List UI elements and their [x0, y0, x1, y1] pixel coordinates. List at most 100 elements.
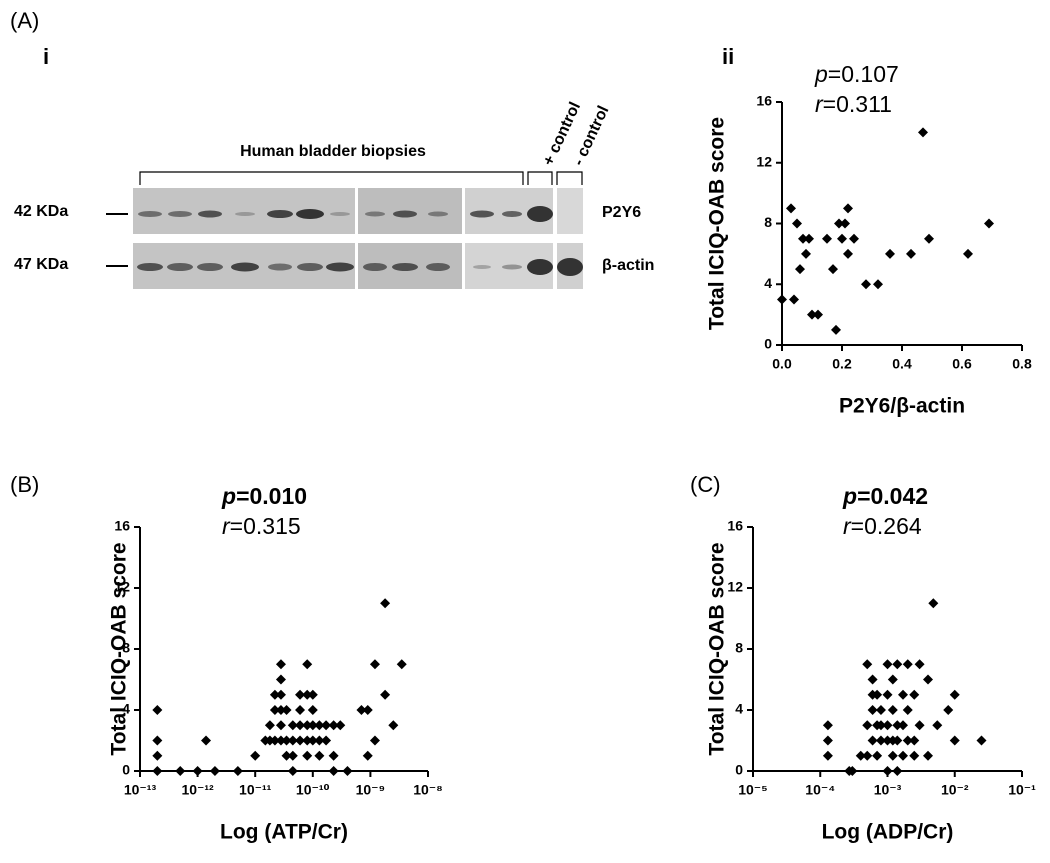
data-point [209, 766, 220, 776]
data-point [356, 705, 367, 715]
data-point [287, 735, 298, 746]
data-point [275, 720, 286, 731]
data-point [328, 766, 339, 776]
data-point [892, 766, 903, 776]
data-point [295, 720, 306, 731]
data-point [795, 264, 805, 275]
data-point [287, 750, 298, 761]
data-point [813, 309, 823, 320]
data-point [281, 750, 292, 761]
stat-symbol: p [842, 483, 857, 509]
data-point [882, 766, 893, 776]
data-point [906, 248, 916, 259]
data-point [342, 766, 353, 776]
y-tick-label: 0 [735, 762, 743, 778]
y-tick-label: 12 [114, 579, 130, 595]
data-point [909, 735, 920, 746]
data-point [875, 735, 886, 746]
stat-value: =0.107 [828, 61, 899, 87]
data-point [822, 750, 833, 761]
x-tick-label: 10⁻⁴ [805, 782, 835, 798]
data-point [232, 766, 243, 776]
data-point [307, 720, 318, 731]
data-point [275, 674, 286, 685]
stat-symbol: p [814, 61, 828, 87]
panel-label: (A) [10, 8, 39, 33]
y-tick-label: 0 [122, 762, 130, 778]
data-point [152, 766, 163, 776]
data-point [882, 735, 893, 746]
data-point [275, 659, 286, 670]
data-point [369, 659, 380, 670]
x-tick-label: 10⁻¹² [181, 782, 214, 798]
data-point [984, 218, 994, 229]
data-point [843, 203, 853, 214]
data-point [887, 705, 898, 715]
y-tick-label: 8 [735, 640, 743, 656]
data-point [302, 659, 313, 670]
x-tick-label: 10⁻⁵ [738, 782, 768, 798]
data-point [307, 689, 318, 700]
y-tick-label: 4 [735, 701, 743, 717]
data-point [892, 659, 903, 670]
data-point [831, 324, 841, 335]
data-point [862, 720, 873, 731]
data-point [328, 720, 339, 731]
data-point [862, 750, 873, 761]
data-point [902, 735, 913, 746]
stat-label: r=0.311 [815, 91, 892, 117]
data-point [840, 218, 850, 229]
y-tick-label: 12 [756, 153, 772, 169]
data-point [976, 735, 987, 746]
data-point [902, 659, 913, 670]
x-axis-title: Log (ADP/Cr) [822, 821, 954, 844]
data-point [250, 750, 261, 761]
panel-label: (B) [10, 472, 39, 497]
data-point [380, 598, 391, 609]
panel-label: ii [722, 44, 734, 69]
stat-label: p=0.010 [221, 483, 307, 509]
data-point [798, 233, 808, 244]
data-point [872, 750, 883, 761]
data-point [201, 735, 212, 746]
data-point [369, 735, 380, 746]
data-point [307, 705, 318, 715]
data-point [152, 705, 163, 715]
data-point [867, 674, 878, 685]
data-point [321, 720, 332, 731]
data-point [847, 766, 858, 776]
data-point [328, 750, 339, 761]
x-axis-title: P2Y6/β-actin [839, 395, 965, 418]
stat-value: =0.315 [230, 513, 301, 539]
stat-symbol: r [815, 91, 824, 117]
data-point [295, 735, 306, 746]
data-point [875, 705, 886, 715]
stat-label: r=0.315 [222, 513, 301, 539]
data-point [943, 705, 954, 715]
data-point [804, 233, 814, 244]
data-point [949, 689, 960, 700]
stat-symbol: r [843, 513, 852, 539]
data-point [897, 720, 908, 731]
y-tick-label: 16 [756, 93, 772, 109]
data-point [924, 233, 934, 244]
stat-symbol: r [222, 513, 231, 539]
data-point [892, 735, 903, 746]
stat-symbol: p [221, 483, 236, 509]
data-point [902, 705, 913, 715]
x-tick-label: 0.8 [1012, 356, 1032, 372]
data-point [269, 689, 280, 700]
data-point [867, 735, 878, 746]
data-point [909, 750, 920, 761]
protein-label: P2Y6 [602, 204, 641, 221]
y-tick-label: 16 [114, 518, 130, 534]
data-point [269, 735, 280, 746]
y-axis-title: Total ICIQ-OAB score [706, 117, 729, 330]
data-point [321, 735, 332, 746]
stat-value: =0.311 [823, 91, 892, 117]
data-point [882, 720, 893, 731]
data-point [362, 705, 373, 715]
data-point [801, 248, 811, 259]
data-point [287, 720, 298, 731]
